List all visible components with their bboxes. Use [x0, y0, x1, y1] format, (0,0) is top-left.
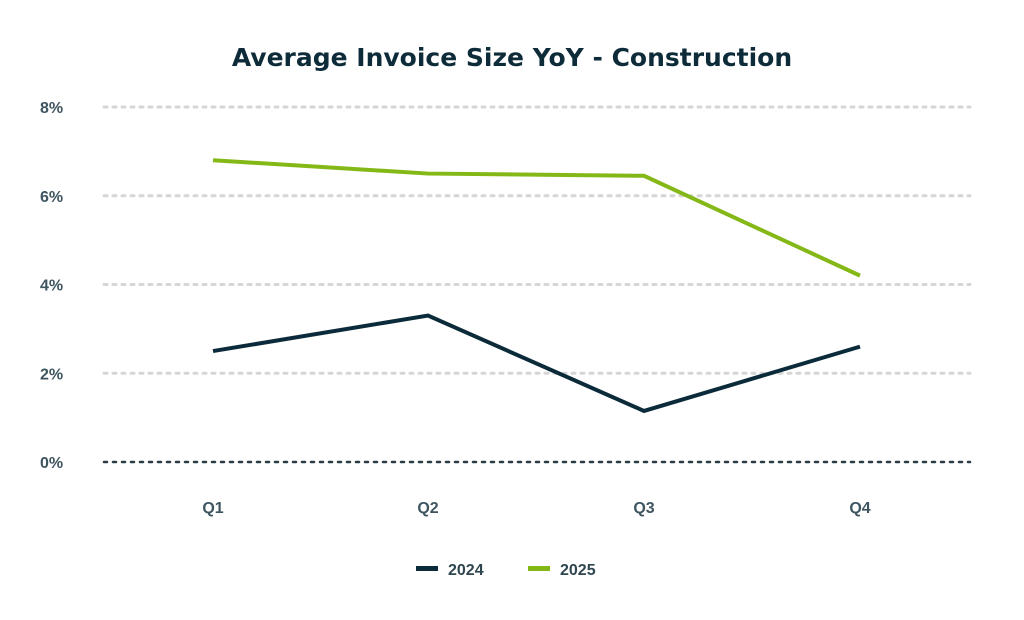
x-tick-label: Q3	[633, 500, 654, 517]
legend-label: 2025	[560, 562, 596, 579]
x-tick-label: Q4	[849, 500, 870, 517]
legend-swatch-2024	[416, 566, 438, 571]
legend-swatch-2025	[528, 566, 550, 571]
y-tick-label: 6%	[40, 189, 63, 206]
x-tick-label: Q1	[202, 500, 223, 517]
y-tick-label: 4%	[40, 278, 63, 295]
series-line-2025	[212, 158, 861, 278]
chart-title: Average Invoice Size YoY - Construction	[232, 43, 792, 72]
y-tick-label: 8%	[40, 100, 63, 117]
y-tick-label: 2%	[40, 366, 63, 383]
series-line-2024	[212, 313, 861, 414]
x-tick-label: Q2	[417, 500, 438, 517]
y-tick-label: 0%	[40, 455, 63, 472]
legend-label: 2024	[448, 562, 484, 579]
